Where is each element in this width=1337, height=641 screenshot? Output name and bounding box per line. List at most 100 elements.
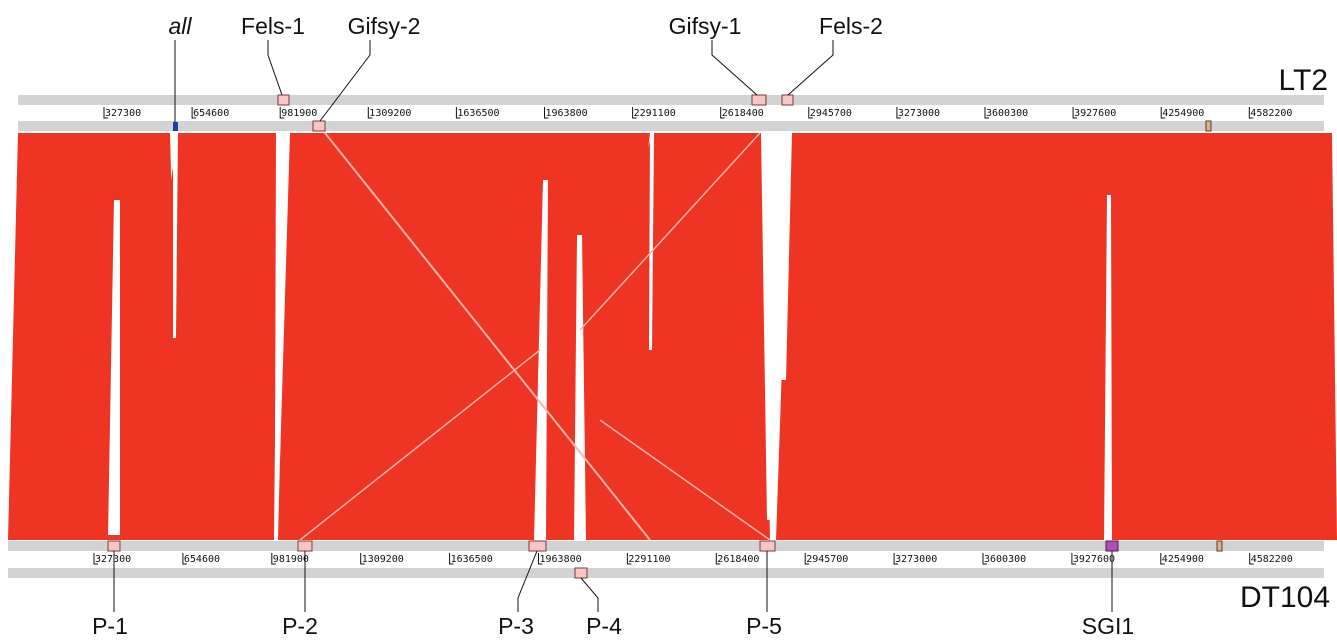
top-tick-mark [896,107,901,119]
top-tick-label: 3600300 [986,108,1028,119]
bottom-tick-mark [538,553,543,565]
top-tick-mark [455,107,461,119]
top-leader-lines [174,40,834,122]
bottom-tick-mark [715,553,721,565]
bottom-tick-label: 2291100 [628,554,670,565]
bottom-tick-mark [93,553,98,565]
top-track-lower [18,121,1324,131]
bottom-leader-lines [113,550,1113,612]
gap-all [173,133,178,338]
top-tick-label: 981900 [281,108,317,119]
leader-gifsy-1 [711,40,758,96]
bottom-tick-mark [982,553,987,565]
leader-gifsy-2 [319,40,371,122]
label-p-2: P-2 [282,613,318,639]
feature-p-5 [759,540,776,552]
gap-fels1 [275,133,290,460]
top-tick-label: 1309200 [369,108,411,119]
feature-fels-1 [277,94,290,106]
gap-fels2 [780,133,792,380]
inversion-line-3 [579,132,761,331]
bottom-tick-label: 3600300 [984,554,1026,565]
bottom-tick-mark [1249,553,1254,565]
label-p-1: P-1 [92,613,128,639]
bottom-tick-mark [360,553,365,565]
feature-gifsy-2 [312,120,326,132]
bottom-tick-label: 4582200 [1251,554,1293,565]
bottom-tick-label: 981900 [273,554,309,565]
feature-p-4 [574,567,588,579]
bottom-tick-mark [449,553,454,565]
top-tick-mark [632,107,637,119]
top-tick-label: 3273000 [898,108,940,119]
top-tick-label: 2945700 [810,108,852,119]
label-sgi1: SGI1 [1082,613,1134,639]
bottom-tick-group: 327300 654600 981900 1309200 1636500 1963800 2… [93,553,1293,565]
label-fels-1: Fels-1 [241,13,305,39]
feature-p-2 [297,540,313,552]
top-tick-mark [984,107,989,119]
feature-fels-2 [781,94,794,106]
gap-p1 [108,200,120,535]
alignment-block-3 [278,133,650,540]
bottom-tick-label: 654600 [184,554,220,565]
inversion-line-2 [299,349,541,541]
top-tick-label: 654600 [193,108,229,119]
bottom-tick-label: 4254900 [1162,554,1204,565]
label-all: all [168,13,192,39]
top-tick-label: 3927600 [1074,108,1116,119]
leader-p-3 [517,550,538,612]
top-tick-group: 327300 654600 981900 1309200 1636500 1963800 2… [103,107,1292,119]
bottom-tick-mark [271,553,276,565]
gap-p4 [574,235,586,540]
feature-p-1 [107,540,121,552]
bottom-track-upper [8,541,1324,551]
bottom-tick-mark [1160,553,1165,565]
top-tick-label: 4582200 [1250,108,1292,119]
top-tick-mark [191,107,197,119]
feature-p-3 [528,540,547,552]
top-tick-label: 1963800 [546,108,588,119]
bottom-tick-label: 3273000 [895,554,937,565]
top-tick-mark [1072,107,1078,119]
top-tick-label: 1636500 [457,108,499,119]
label-fels-2: Fels-2 [819,13,883,39]
top-tick-mark [808,107,813,119]
inversion-line-1 [324,132,651,541]
feature-gifsy-1 [751,94,767,106]
label-p-5: P-5 [746,613,782,639]
bottom-tick-label: 327300 [95,554,131,565]
genome-name-bottom: DT104 [1240,581,1330,614]
bottom-tick-mark [626,553,632,565]
leader-fels-2 [787,40,834,96]
alignment-band [8,132,1337,541]
label-gifsy-1: Gifsy-1 [669,13,742,39]
bottom-track-lower [8,568,1324,578]
bottom-tick-label: 3927600 [1073,554,1115,565]
top-tick-label: 327300 [105,108,141,119]
feature-bottom-tan [1216,540,1223,552]
alignment-block-5 [776,133,1337,540]
gap-gifsy1 [761,133,772,520]
top-tick-label: 4254900 [1162,108,1204,119]
gap-sgi1 [1104,195,1112,540]
genome-name-top: LT2 [1279,64,1328,97]
bottom-tick-mark [182,553,187,565]
top-tick-mark [279,107,285,119]
alignment-block-2 [118,133,278,540]
feature-top-tan [1205,120,1212,132]
top-tick-mark [367,107,373,119]
feature-all [173,122,178,131]
top-track-upper [18,95,1324,105]
label-gifsy-2: Gifsy-2 [348,13,421,39]
top-tick-mark [544,107,549,119]
bottom-tick-label: 1636500 [451,554,493,565]
feature-sgi1 [1105,540,1119,552]
leader-p-4 [580,577,599,612]
top-tick-mark [720,107,725,119]
bottom-tick-mark [893,553,899,565]
top-tick-label: 2291100 [634,108,676,119]
bottom-tick-label: 1963800 [540,554,582,565]
